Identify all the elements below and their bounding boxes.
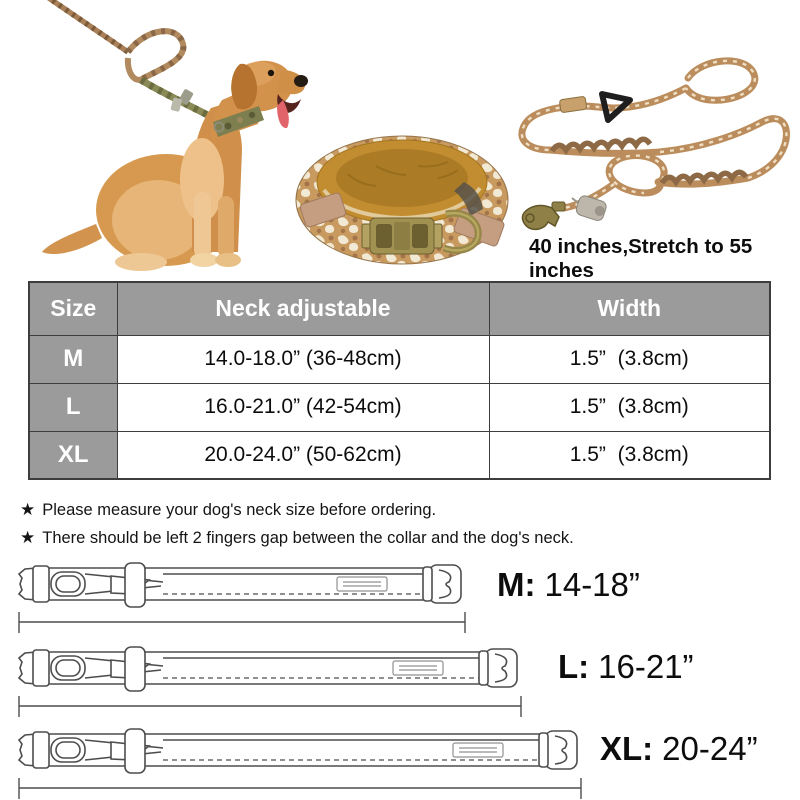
leash-product-illustration [518, 57, 790, 231]
size-label-xl: XL: 20-24” [600, 729, 758, 769]
table-row-xl: XL 20.0-24.0” (50-62cm) 1.5” (3.8cm) [28, 430, 771, 480]
star-icon: ★ [20, 528, 36, 547]
neck-l: 16.0-21.0” (42-54cm) [116, 382, 490, 432]
dog-with-leash-illustration [42, 0, 308, 271]
size-xl: XL [28, 430, 118, 480]
table-row-m: M 14.0-18.0” (36-48cm) 1.5” (3.8cm) [28, 334, 771, 384]
column-header-neck: Neck adjustable [116, 281, 490, 336]
size-label-range: 14-18” [544, 566, 640, 603]
size-label-prefix: M: [497, 566, 536, 603]
size-label-prefix: L: [558, 648, 590, 685]
size-label-l: L: 16-21” [558, 647, 694, 687]
size-label-m: M: 14-18” [497, 565, 640, 605]
width-l: 1.5” (3.8cm) [488, 382, 771, 432]
note-line: ★ There should be left 2 fingers gap betw… [20, 524, 574, 552]
size-label-prefix: XL: [600, 730, 654, 767]
width-m: 1.5” (3.8cm) [488, 334, 771, 384]
size-label-range: 20-24” [662, 730, 758, 767]
note-line: ★ Please measure your dog's neck size bef… [20, 496, 574, 524]
column-header-width: Width [488, 281, 771, 336]
collar-product-illustration [295, 135, 509, 265]
star-icon: ★ [20, 500, 36, 519]
table-row-l: L 16.0-21.0” (42-54cm) 1.5” (3.8cm) [28, 382, 771, 432]
size-chart-table: Size Neck adjustable Width M 14.0-18.0” … [28, 281, 771, 480]
leash-length-text: 40 inches,Stretch to 55 inches [529, 235, 753, 282]
column-header-size: Size [28, 281, 118, 336]
note-text: There should be left 2 fingers gap betwe… [42, 529, 574, 547]
size-l: L [28, 382, 118, 432]
neck-m: 14.0-18.0” (36-48cm) [116, 334, 490, 384]
size-label-range: 16-21” [598, 648, 694, 685]
note-text: Please measure your dog's neck size befo… [42, 501, 437, 519]
width-xl: 1.5” (3.8cm) [488, 430, 771, 480]
header-row: Size Neck adjustable Width [28, 281, 771, 336]
measurement-notes: ★ Please measure your dog's neck size bef… [20, 496, 574, 552]
neck-xl: 20.0-24.0” (50-62cm) [116, 430, 490, 480]
size-m: M [28, 334, 118, 384]
